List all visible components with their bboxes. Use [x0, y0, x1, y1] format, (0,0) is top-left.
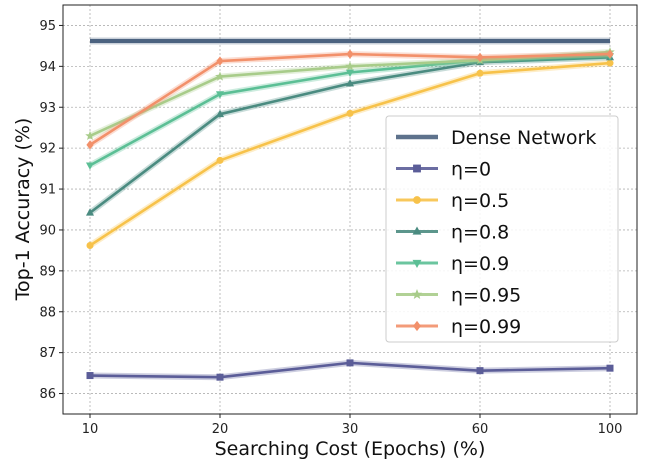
y-tick-label: 94	[39, 60, 56, 75]
data-point	[606, 49, 614, 59]
data-point	[215, 91, 225, 99]
x-tick-label: 30	[342, 422, 359, 437]
data-point	[86, 241, 94, 249]
legend-label: η=0.95	[451, 285, 521, 307]
y-tick-label: 89	[39, 264, 56, 279]
data-point	[85, 130, 95, 140]
legend-marker	[412, 259, 422, 268]
data-point	[346, 109, 354, 117]
y-tick-label: 86	[39, 387, 56, 402]
data-point	[85, 208, 95, 216]
series-layer	[85, 37, 615, 381]
legend-label: η=0.8	[451, 222, 509, 244]
legend-label: η=0.9	[451, 253, 509, 275]
y-tick-label: 87	[39, 346, 56, 361]
legend-box	[385, 115, 619, 343]
data-point	[216, 373, 224, 381]
legend-marker	[413, 320, 421, 332]
legend-marker	[413, 196, 421, 204]
series-2	[86, 59, 614, 249]
legend: Dense Network η=0 η=0.5 η=0.8 η=0.9 η=0.95 η=0…	[385, 115, 619, 343]
data-point	[85, 162, 95, 170]
y-ticks: 86 87 88 89 90 91 92 93 94 95	[39, 19, 63, 402]
data-point	[345, 69, 355, 77]
data-point	[606, 59, 614, 67]
x-tick-label: 10	[82, 422, 99, 437]
data-point	[86, 372, 94, 380]
data-point	[345, 79, 355, 87]
y-tick-label: 88	[39, 305, 56, 320]
data-point	[476, 367, 484, 375]
series-1	[86, 359, 614, 381]
x-ticks: 10 20 30 60 100	[82, 414, 623, 437]
legend-label: η=0.5	[451, 190, 509, 212]
series-6	[86, 49, 614, 150]
data-point	[346, 49, 354, 59]
data-point	[86, 140, 94, 150]
data-point	[476, 52, 484, 63]
data-point	[476, 69, 484, 77]
y-tick-label: 92	[39, 142, 56, 157]
legend-marker	[411, 288, 423, 299]
y-tick-label: 90	[39, 223, 56, 238]
legend-marker	[412, 226, 422, 235]
data-point	[215, 71, 225, 81]
x-axis-title: Searching Cost (Epochs) (%)	[215, 438, 486, 460]
data-point	[345, 61, 355, 71]
x-tick-label: 60	[472, 422, 489, 437]
data-point	[346, 359, 354, 367]
data-point	[215, 109, 225, 118]
y-tick-label: 93	[39, 101, 56, 116]
data-point	[606, 364, 614, 372]
legend-label: Dense Network	[451, 127, 596, 149]
legend-marker	[413, 164, 421, 173]
x-tick-label: 20	[212, 422, 229, 437]
y-tick-label: 91	[39, 183, 56, 198]
legend-label: η=0.99	[451, 316, 521, 338]
y-tick-label: 95	[39, 19, 56, 34]
data-point	[216, 156, 224, 164]
x-tick-label: 100	[598, 422, 623, 437]
y-axis-title: Top-1 Accuracy (%)	[12, 118, 34, 302]
data-point	[216, 56, 224, 66]
series-3	[85, 52, 615, 216]
legend-label: η=0	[451, 159, 491, 181]
